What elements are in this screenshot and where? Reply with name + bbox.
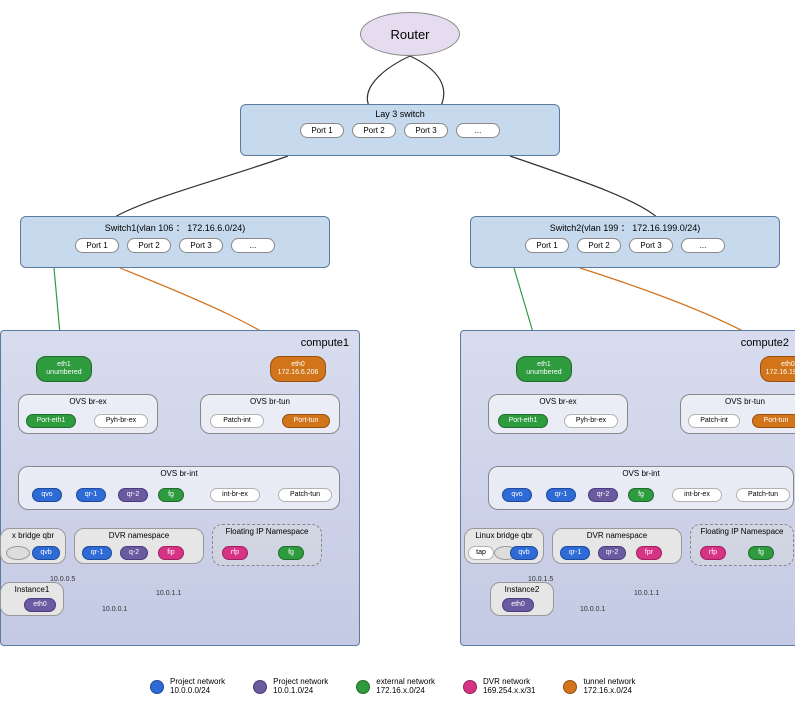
c1-ip-b: 10.0.0.1 [102,606,127,613]
legend-dot-icon [356,680,370,694]
switch-port: Port 3 [179,238,223,253]
legend-item: Project network10.0.1.0/24 [253,678,328,696]
c1-dvr-qr2: q-2 [120,546,148,560]
c1-ip-a: 10.0.0.5 [50,576,75,583]
c2-brtun-porttun: Port-tun [752,414,795,428]
switch2-title: Switch2(vlan 199 ： 172.16.199.0/24) [477,221,773,234]
legend-dot-icon [253,680,267,694]
c2-dvr-fip: fpr [636,546,662,560]
switch-port: ... [231,238,275,253]
c2-brint-patchtun: Patch-tun [736,488,790,502]
c1-dvr-fip: fip [158,546,184,560]
c2-brex-pyh: Pyh-br-ex [564,414,618,428]
switch-port: Port 2 [127,238,171,253]
legend-item: tunnel network172.16.x.0/24 [563,678,635,696]
c2-brex-port-eth1: Port-eth1 [498,414,548,428]
c2-ip-a: 10.0.1.5 [528,576,553,583]
cloud-icon [6,546,30,560]
c1-brint-qr2: qr-2 [118,488,148,502]
legend: Project network10.0.0.0/24 Project networ… [150,678,636,696]
c1-instance-eth0: eth0 [24,598,56,612]
c1-fipns-rfp: rfp [222,546,248,560]
c1-eth1: eth1 unumbered [36,356,92,382]
switch-port: Port 2 [352,123,396,138]
c2-brtun-patchint: Patch-int [688,414,740,428]
c1-fipns-fg: fg [278,546,304,560]
c2-dvr-qr2: qr-2 [598,546,626,560]
legend-item: DVR network169.254.x.x/31 [463,678,535,696]
c1-ip-c: 10.0.1.1 [156,590,181,597]
c2-eth1: eth1 unumbered [516,356,572,382]
c1-brex-pyh: Pyh-br-ex [94,414,148,428]
switch-port: Port 1 [300,123,344,138]
switch-port: ... [456,123,500,138]
c2-brint-qr2: qr-2 [588,488,618,502]
c2-fipns-rfp: rfp [700,546,726,560]
c1-brint-qvo: qvo [32,488,62,502]
switch-port: Port 1 [525,238,569,253]
legend-item: external network172.16.x.0/24 [356,678,435,696]
compute2-title: compute2 [741,337,789,349]
switch1-title: Switch1(vlan 106 ： 172.16.6.0/24) [27,221,323,234]
router-node: Router [360,12,460,56]
c2-brint-intbrex: int-br-ex [672,488,722,502]
compute1-title: compute1 [301,337,349,349]
l3-switch: Lay 3 switch Port 1 Port 2 Port 3... [240,104,560,156]
c1-brint-intbrex: int-br-ex [210,488,260,502]
switch2: Switch2(vlan 199 ： 172.16.199.0/24) Port… [470,216,780,268]
c1-eth0: eth0 172.16.6.206 [270,356,326,382]
c2-brint-fg: fg [628,488,654,502]
c2-eth0: eth0 172.16.199.14 [760,356,795,382]
switch-port: Port 3 [629,238,673,253]
c2-fipns-fg: fg [748,546,774,560]
c1-brint-patchtun: Patch-tun [278,488,332,502]
legend-dot-icon [563,680,577,694]
legend-dot-icon [150,680,164,694]
c2-ip-b: 10.0.0.1 [580,606,605,613]
c2-instance-eth0: eth0 [502,598,534,612]
switch-port: Port 2 [577,238,621,253]
c2-qbr-tap: tap [468,546,494,560]
switch-port: ... [681,238,725,253]
c1-qbr-qvb: qvb [32,546,60,560]
c2-dvr-qr1: qr-1 [560,546,590,560]
legend-item: Project network10.0.0.0/24 [150,678,225,696]
switch-port: Port 1 [75,238,119,253]
c2-brint-qvo: qvo [502,488,532,502]
switch-port: Port 3 [404,123,448,138]
c1-brint-qr1: qr-1 [76,488,106,502]
c1-brtun-patchint: Patch-int [210,414,264,428]
c1-brex-port-eth1: Port-eth1 [26,414,76,428]
switch1: Switch1(vlan 106 ： 172.16.6.0/24) Port 1… [20,216,330,268]
l3-switch-title: Lay 3 switch [247,109,553,119]
c2-ip-c: 10.0.1.1 [634,590,659,597]
c1-dvr-qr1: qr-1 [82,546,112,560]
legend-dot-icon [463,680,477,694]
c1-brint-fg: fg [158,488,184,502]
c2-brint-qr1: qr-1 [546,488,576,502]
c2-qbr-qvb: qvb [510,546,538,560]
c1-brtun-porttun: Port-tun [282,414,330,428]
